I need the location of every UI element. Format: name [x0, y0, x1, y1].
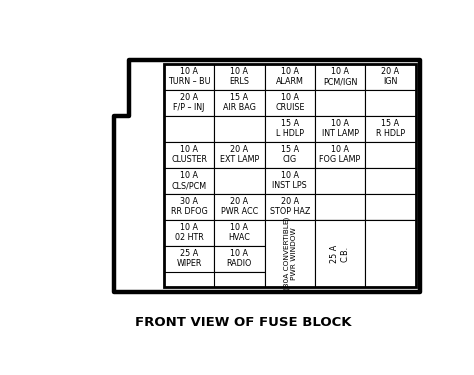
- Text: 15 A
L HDLP: 15 A L HDLP: [276, 119, 304, 138]
- Bar: [164, 142, 214, 168]
- Bar: [315, 168, 365, 194]
- Text: 15 A
AIR BAG: 15 A AIR BAG: [223, 93, 256, 112]
- Bar: [365, 220, 416, 287]
- Text: 20 A
PWR ACC: 20 A PWR ACC: [221, 197, 258, 216]
- Bar: [365, 116, 416, 142]
- Text: 10 A
CLUSTER: 10 A CLUSTER: [171, 145, 207, 164]
- Bar: [164, 220, 214, 246]
- Bar: [264, 220, 315, 287]
- Bar: [365, 64, 416, 90]
- Bar: [164, 246, 214, 272]
- Text: 20 A
F/P – INJ: 20 A F/P – INJ: [173, 93, 205, 112]
- Bar: [315, 90, 365, 116]
- Bar: [315, 220, 365, 287]
- Bar: [214, 194, 264, 220]
- Text: 10 A
HVAC: 10 A HVAC: [228, 223, 250, 242]
- Bar: [164, 194, 214, 220]
- Bar: [164, 116, 214, 142]
- Text: 10 A
RADIO: 10 A RADIO: [227, 249, 252, 268]
- Bar: [365, 142, 416, 168]
- Bar: [214, 90, 264, 116]
- Bar: [214, 220, 264, 246]
- Text: 20 A
IGN: 20 A IGN: [382, 67, 400, 87]
- Bar: [315, 246, 365, 272]
- Bar: [214, 272, 264, 287]
- Bar: [164, 64, 416, 287]
- Text: 10 A
INT LAMP: 10 A INT LAMP: [321, 119, 359, 138]
- Text: 10 A
02 HTR: 10 A 02 HTR: [175, 223, 203, 242]
- Text: 15 A
R HDLP: 15 A R HDLP: [376, 119, 405, 138]
- Bar: [315, 220, 365, 246]
- Text: 20 A
EXT LAMP: 20 A EXT LAMP: [220, 145, 259, 164]
- Bar: [214, 168, 264, 194]
- Text: FRONT VIEW OF FUSE BLOCK: FRONT VIEW OF FUSE BLOCK: [135, 316, 351, 329]
- Bar: [264, 194, 315, 220]
- Bar: [164, 64, 214, 90]
- Bar: [264, 90, 315, 116]
- Text: 10 A
PCM/IGN: 10 A PCM/IGN: [323, 67, 357, 87]
- Bar: [214, 64, 264, 90]
- Bar: [164, 168, 214, 194]
- Text: 25 A
C.B.: 25 A C.B.: [330, 244, 350, 262]
- Text: 25 A
WIPER: 25 A WIPER: [176, 249, 202, 268]
- Bar: [365, 194, 416, 220]
- Text: 10 A
FOG LAMP: 10 A FOG LAMP: [319, 145, 361, 164]
- Bar: [365, 90, 416, 116]
- Bar: [214, 116, 264, 142]
- Text: 10 A
CRUISE: 10 A CRUISE: [275, 93, 304, 112]
- Bar: [315, 142, 365, 168]
- Text: 10 A
INST LPS: 10 A INST LPS: [273, 171, 307, 190]
- Bar: [315, 64, 365, 90]
- Bar: [264, 116, 315, 142]
- Bar: [315, 116, 365, 142]
- Bar: [365, 246, 416, 272]
- Text: 20 A
STOP HAZ: 20 A STOP HAZ: [270, 197, 310, 216]
- Text: 10 A
TURN – BU: 10 A TURN – BU: [168, 67, 210, 87]
- Bar: [365, 220, 416, 246]
- Bar: [264, 142, 315, 168]
- Text: 15 A
CIG: 15 A CIG: [281, 145, 299, 164]
- Text: 10 A
ALARM: 10 A ALARM: [276, 67, 304, 87]
- Text: 10 A
ERLS: 10 A ERLS: [229, 67, 249, 87]
- Bar: [315, 194, 365, 220]
- Bar: [264, 168, 315, 194]
- Text: 10 A
CLS/PCM: 10 A CLS/PCM: [172, 171, 207, 190]
- Bar: [214, 246, 264, 272]
- Bar: [264, 64, 315, 90]
- Bar: [365, 168, 416, 194]
- Text: (30A CONVERTIBLE)
PWR WINDOW: (30A CONVERTIBLE) PWR WINDOW: [283, 217, 297, 290]
- Text: 30 A
RR DFOG: 30 A RR DFOG: [171, 197, 208, 216]
- Bar: [214, 142, 264, 168]
- Bar: [164, 90, 214, 116]
